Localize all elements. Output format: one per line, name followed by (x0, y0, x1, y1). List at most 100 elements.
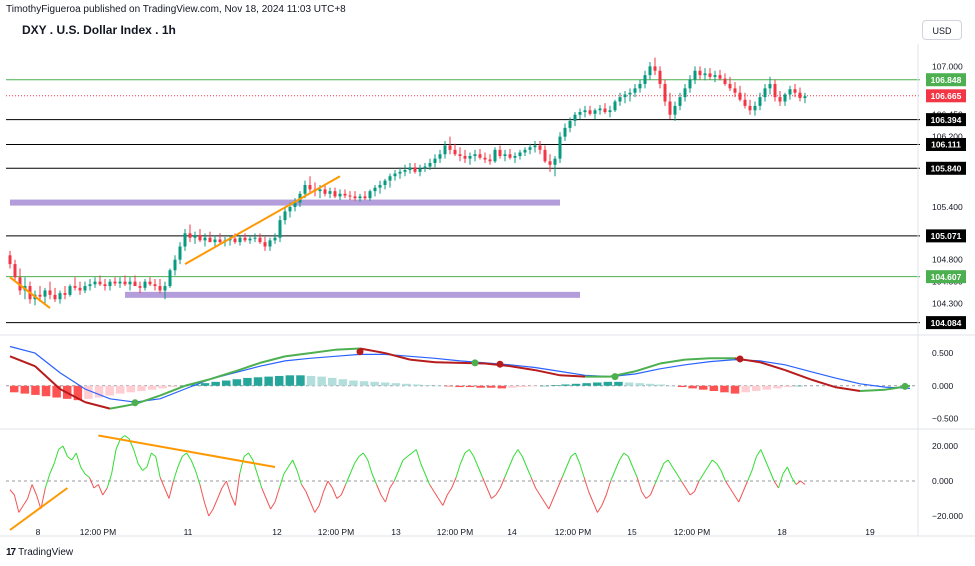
oscillator-segment (641, 491, 647, 499)
oscillator-segment (667, 459, 673, 468)
macd-signal-segment (184, 378, 211, 387)
histogram-bar (773, 385, 782, 389)
oscillator-segment (133, 449, 139, 464)
macd-tick-label: 0.500 (932, 348, 954, 358)
osc-trend-line-1 (98, 434, 276, 468)
oscillator-segment (716, 463, 722, 471)
histogram-bar (41, 385, 51, 397)
candle-body (103, 284, 107, 287)
oscillator-segment (552, 487, 559, 499)
candle-body (583, 110, 587, 113)
oscillator-segment (151, 452, 157, 457)
oscillator-segment (120, 435, 126, 440)
histogram-bar (381, 382, 390, 386)
oscillator-segment (645, 494, 651, 499)
candle-body (753, 105, 757, 111)
time-tick-label: 12:00 PM (437, 527, 473, 537)
histogram-bar (285, 375, 295, 386)
time-tick-label: 12:00 PM (674, 527, 710, 537)
macd-fast-line (9, 345, 911, 403)
candle-body (73, 286, 77, 288)
candle-body (238, 237, 242, 243)
histogram-bar (624, 382, 634, 386)
candle-body (163, 286, 167, 291)
histogram-bar (317, 376, 326, 386)
candle-body (748, 105, 752, 111)
level-price-tag: 104.607 (931, 272, 962, 282)
time-tick-label: 12 (272, 527, 282, 537)
oscillator-segment (102, 487, 108, 496)
candle-body (778, 97, 782, 102)
macd-signal-segment (434, 361, 461, 364)
price-tick-label: 106.200 (932, 132, 963, 142)
candle-body (138, 286, 142, 288)
candle-body (78, 287, 82, 291)
oscillator-segment (261, 487, 267, 499)
candle-body (578, 112, 582, 115)
oscillator-segment (248, 452, 254, 461)
histogram-bar (147, 385, 157, 390)
osc-tick-label: 0.000 (932, 476, 954, 486)
histogram-bar (752, 385, 761, 391)
macd-signal-segment (109, 403, 136, 410)
histogram-bar (677, 385, 687, 388)
oscillator-segment (234, 473, 241, 506)
time-tick-label: 14 (507, 527, 517, 537)
candle-body (218, 239, 222, 243)
oscillator-segment (137, 463, 143, 471)
candle-body (383, 180, 387, 185)
oscillator-segment (314, 505, 320, 513)
candle-body (158, 286, 162, 291)
candle-body (543, 149, 547, 162)
currency-button[interactable]: USD (922, 20, 962, 40)
candle-body (148, 281, 152, 285)
oscillator-segment (601, 494, 607, 506)
oscillator-segment (301, 484, 307, 492)
histogram-bar (253, 377, 263, 386)
oscillator-segment (636, 477, 643, 492)
oscillator-segment (31, 484, 37, 496)
oscillator-segment (327, 480, 333, 489)
candle-body (13, 264, 17, 278)
oscillator-segment (124, 435, 130, 440)
candle-body (203, 237, 207, 241)
candle-body (93, 281, 97, 285)
macd-signal-segment (309, 348, 336, 355)
oscillator-segment (676, 473, 682, 482)
oscillator-segment (632, 466, 638, 478)
oscillator-segment (508, 456, 514, 468)
candle-body (443, 145, 447, 155)
candle-body (613, 101, 617, 111)
price-tick-label: 105.400 (932, 202, 963, 212)
macd-signal-segment (59, 388, 86, 404)
candle-body (398, 171, 402, 174)
attribution: TimothyFigueroa published on TradingView… (6, 4, 346, 15)
oscillator-segment (742, 480, 749, 492)
oscillator-segment (588, 491, 594, 503)
oscillator-segment (491, 494, 497, 499)
oscillator-pane (6, 434, 916, 531)
candle-body (623, 94, 627, 98)
oscillator-segment (159, 477, 166, 489)
crossover-dot (901, 382, 909, 390)
oscillator-segment (680, 480, 687, 489)
histogram-bar (497, 385, 507, 389)
candle-body (528, 147, 532, 150)
histogram-bar (391, 383, 401, 386)
oscillator-segment (411, 449, 417, 454)
oscillator-segment (482, 477, 488, 489)
histogram-bar (222, 380, 231, 386)
candle-body (423, 166, 427, 169)
histogram-bar (783, 385, 793, 388)
oscillator-segment (570, 452, 576, 457)
candle-body (533, 145, 537, 148)
level-price-tag-bg (926, 73, 966, 87)
candle-body (503, 154, 507, 156)
candle-body (783, 94, 787, 102)
oscillator-segment (274, 487, 280, 503)
crossover-dot (611, 373, 619, 381)
oscillator-segment (442, 494, 448, 506)
oscillator-segment (747, 470, 753, 482)
oscillator-segment (195, 470, 201, 485)
